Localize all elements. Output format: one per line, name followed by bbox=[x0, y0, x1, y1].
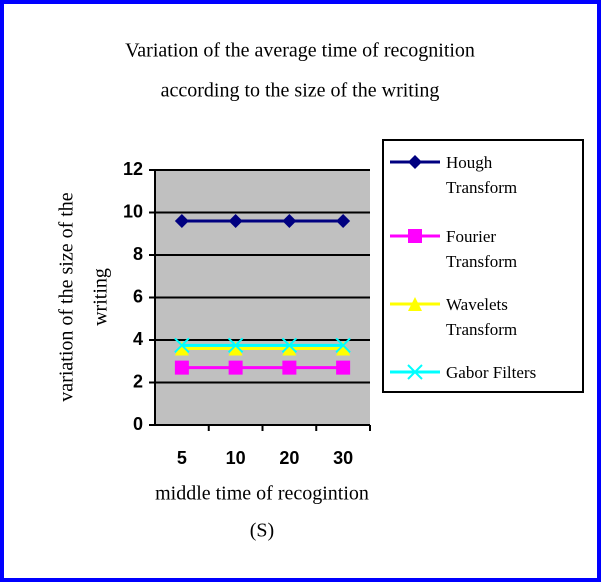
marker bbox=[408, 229, 422, 243]
marker bbox=[282, 360, 297, 375]
marker bbox=[228, 360, 243, 375]
marker bbox=[228, 214, 243, 228]
x-axis-label: (S) bbox=[250, 520, 274, 542]
chart-title: according to the size of the writing bbox=[161, 80, 440, 102]
y-tick-label: 4 bbox=[133, 329, 143, 349]
marker bbox=[336, 341, 351, 356]
legend-label: Fourier Transform bbox=[446, 226, 518, 271]
marker bbox=[282, 341, 297, 356]
x-tick-label: 5 bbox=[177, 448, 187, 468]
x-tick-label: 30 bbox=[333, 448, 353, 468]
x-tick-label: 20 bbox=[279, 448, 299, 468]
y-tick-label: 6 bbox=[133, 286, 143, 306]
marker bbox=[174, 360, 189, 375]
y-axis-label-line: writing bbox=[90, 268, 112, 326]
marker bbox=[335, 337, 351, 354]
marker bbox=[282, 214, 297, 228]
marker bbox=[336, 360, 351, 375]
x-tick-label: 10 bbox=[226, 448, 246, 468]
y-tick-label: 8 bbox=[133, 244, 143, 264]
marker bbox=[174, 337, 190, 354]
y-axis-label-line: variation of the size of the bbox=[56, 192, 78, 401]
marker bbox=[408, 297, 422, 311]
legend-box bbox=[382, 139, 584, 393]
chart-title: Variation of the average time of recogni… bbox=[125, 40, 475, 62]
y-tick-label: 0 bbox=[133, 414, 143, 434]
y-tick-label: 12 bbox=[123, 159, 143, 179]
legend-label: Hough Transform bbox=[446, 152, 518, 197]
marker bbox=[281, 337, 298, 354]
y-axis-label: variation of the size of the writing bbox=[56, 192, 112, 401]
marker bbox=[408, 155, 422, 169]
y-tick-label: 2 bbox=[133, 371, 143, 391]
x-axis-label: middle time of recogintion bbox=[155, 483, 369, 505]
legend-label: Wavelets Transform bbox=[446, 294, 518, 339]
marker bbox=[336, 214, 351, 228]
marker bbox=[407, 364, 423, 380]
marker bbox=[227, 337, 244, 354]
legend-label: Gabor Filters bbox=[446, 362, 537, 382]
y-tick-label: 10 bbox=[123, 201, 143, 221]
marker bbox=[174, 341, 189, 356]
marker bbox=[174, 214, 189, 228]
marker bbox=[228, 341, 243, 356]
